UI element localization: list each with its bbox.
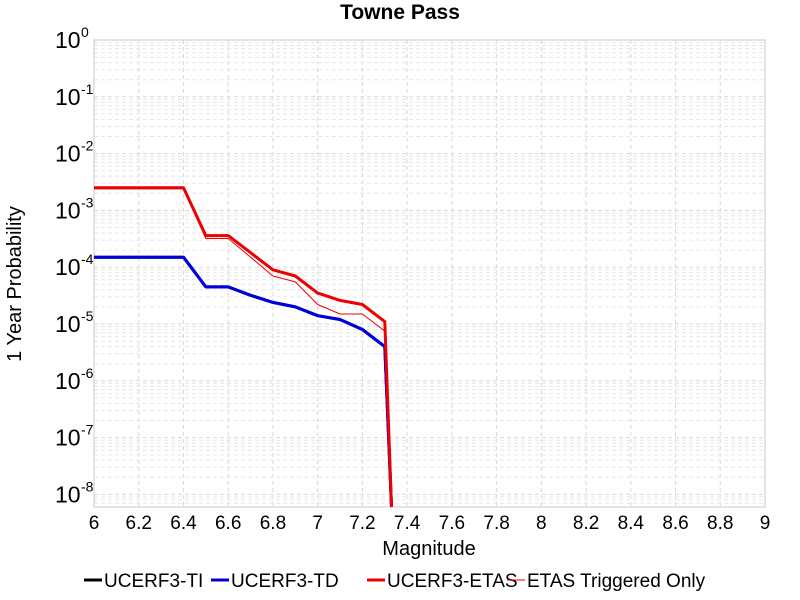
legend-label: UCERF3-TD bbox=[231, 571, 339, 592]
y-tick-label-exponent: -4 bbox=[81, 251, 94, 267]
x-tick-label: 7.8 bbox=[483, 513, 509, 534]
x-tick-label: 6.6 bbox=[215, 513, 241, 534]
y-tick-label-base: 10 bbox=[55, 197, 81, 223]
series-line-etas-triggered-only bbox=[94, 188, 392, 508]
x-tick-label: 6.4 bbox=[170, 513, 197, 534]
series-lines bbox=[94, 186, 393, 508]
y-tick-label-base: 10 bbox=[55, 481, 81, 507]
series-line-ucerf3-etas bbox=[94, 186, 393, 508]
legend-label: ETAS Triggered Only bbox=[527, 571, 706, 592]
x-tick-label: 6.8 bbox=[260, 513, 286, 534]
legend: UCERF3-TI UCERF3-TD UCERF3-ETAS ETAS Trigge… bbox=[84, 571, 706, 592]
x-tick-label: 8.2 bbox=[573, 513, 599, 534]
x-tick-label: 8.6 bbox=[662, 513, 688, 534]
x-tick-label: 7.4 bbox=[394, 513, 421, 534]
y-tick-label-exponent: -7 bbox=[81, 422, 94, 438]
y-tick-label-base: 10 bbox=[55, 141, 81, 167]
chart-title: Towne Pass bbox=[340, 1, 460, 24]
x-tick-label: 8.8 bbox=[707, 513, 733, 534]
x-tick-label: 7.6 bbox=[439, 513, 465, 534]
series-line-ucerf3-td bbox=[94, 255, 393, 508]
x-tick-labels: 6 6.2 6.4 6.6 6.8 7 7.2 7.4 7.6 7.8 8 8.2 8.4 8.6 8.8 9 bbox=[89, 513, 771, 534]
legend-label: UCERF3-ETAS bbox=[387, 571, 518, 592]
x-tick-label: 9 bbox=[760, 513, 771, 534]
x-tick-label: 7.2 bbox=[349, 513, 375, 534]
y-tick-label-base: 10 bbox=[55, 27, 81, 53]
y-tick-label-exponent: 0 bbox=[81, 24, 89, 40]
y-tick-label-base: 10 bbox=[55, 311, 81, 337]
y-tick-label-exponent: -1 bbox=[81, 81, 94, 97]
legend-label: UCERF3-TI bbox=[104, 571, 203, 592]
x-tick-label: 8.4 bbox=[618, 513, 645, 534]
x-axis-label: Magnitude bbox=[382, 538, 475, 560]
y-tick-label-exponent: -2 bbox=[81, 138, 94, 154]
y-tick-label-base: 10 bbox=[55, 425, 81, 451]
y-tick-label-exponent: -3 bbox=[81, 194, 94, 210]
y-tick-label-exponent: -6 bbox=[81, 365, 94, 381]
x-tick-label: 6 bbox=[89, 513, 100, 534]
x-tick-label: 6.2 bbox=[126, 513, 152, 534]
y-tick-label-base: 10 bbox=[55, 368, 81, 394]
y-axis-label: 1 Year Probability bbox=[4, 206, 26, 362]
y-tick-label-exponent: -5 bbox=[81, 308, 94, 324]
x-tick-label: 8 bbox=[536, 513, 547, 534]
y-tick-label-exponent: -8 bbox=[81, 478, 94, 494]
y-tick-label-base: 10 bbox=[55, 84, 81, 110]
y-tick-label-base: 10 bbox=[55, 254, 81, 280]
plot-frame bbox=[93, 39, 766, 508]
x-tick-label: 7 bbox=[312, 513, 323, 534]
